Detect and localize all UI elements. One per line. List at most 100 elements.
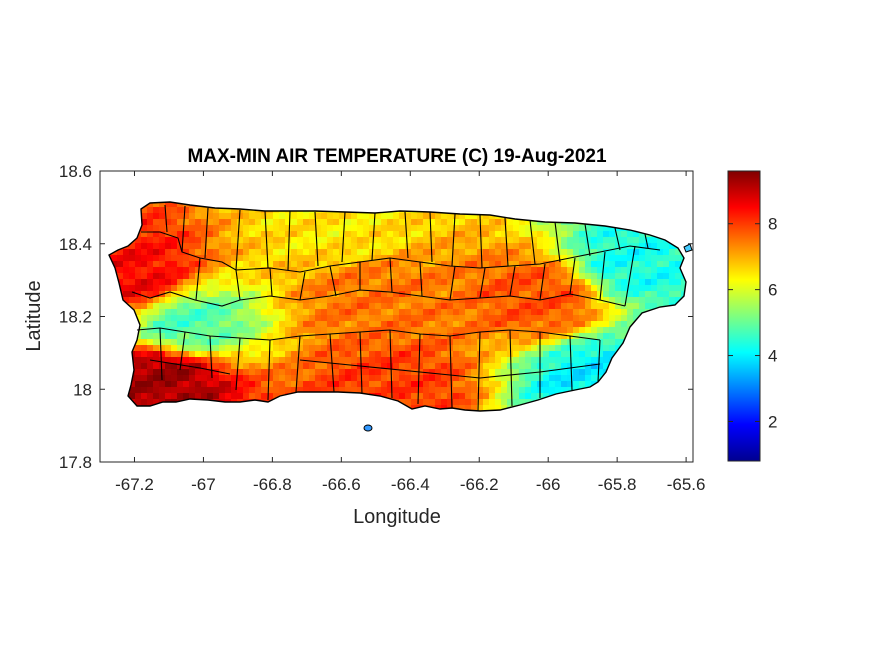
- heat-cell: [675, 297, 682, 304]
- heat-cell: [219, 291, 226, 298]
- heat-cell: [639, 255, 646, 262]
- heat-cell: [321, 243, 328, 250]
- heat-cell: [357, 225, 364, 232]
- heat-cell: [615, 231, 622, 238]
- heat-cell: [177, 261, 184, 268]
- heat-cell: [573, 333, 580, 340]
- heat-cell: [117, 261, 124, 268]
- heat-cell: [387, 285, 394, 292]
- heat-cell: [321, 237, 328, 244]
- heat-cell: [693, 405, 700, 412]
- heat-cell: [615, 303, 622, 310]
- heat-cell: [195, 327, 202, 334]
- heat-cell: [375, 321, 382, 328]
- heat-cell: [537, 279, 544, 286]
- heat-cell: [591, 357, 598, 364]
- heat-cell: [471, 279, 478, 286]
- heat-cell: [183, 387, 190, 394]
- heat-cell: [339, 285, 346, 292]
- heat-cell: [555, 273, 562, 280]
- heat-cell: [543, 357, 550, 364]
- heat-cell: [453, 261, 460, 268]
- heat-cell: [183, 333, 190, 340]
- heat-cell: [291, 213, 298, 220]
- heat-cell: [399, 357, 406, 364]
- heat-cell: [507, 387, 514, 394]
- heat-cell: [483, 357, 490, 364]
- heat-cell: [555, 369, 562, 376]
- heat-cell: [249, 213, 256, 220]
- heat-cell: [303, 363, 310, 370]
- heat-cell: [429, 369, 436, 376]
- heat-cell: [273, 321, 280, 328]
- heat-cell: [519, 237, 526, 244]
- heat-cell: [309, 387, 316, 394]
- heat-cell: [435, 303, 442, 310]
- heat-cell: [393, 363, 400, 370]
- heat-cell: [555, 327, 562, 334]
- heat-cell: [573, 237, 580, 244]
- heat-cell: [561, 291, 568, 298]
- heat-cell: [591, 327, 598, 334]
- heat-cell: [195, 375, 202, 382]
- heat-cell: [147, 315, 154, 322]
- heat-cell: [381, 315, 388, 322]
- heat-cell: [543, 267, 550, 274]
- heat-cell: [543, 243, 550, 250]
- heat-cell: [519, 357, 526, 364]
- heat-cell: [291, 327, 298, 334]
- heat-cell: [303, 249, 310, 256]
- heat-cell: [501, 387, 508, 394]
- heat-cell: [219, 375, 226, 382]
- heat-cell: [591, 291, 598, 298]
- heat-cell: [471, 393, 478, 400]
- heat-cell: [423, 237, 430, 244]
- heat-cell: [483, 291, 490, 298]
- heat-cell: [555, 315, 562, 322]
- heat-cell: [525, 291, 532, 298]
- heat-cell: [393, 345, 400, 352]
- heat-cell: [561, 357, 568, 364]
- heat-cell: [375, 267, 382, 274]
- heat-cell: [393, 339, 400, 346]
- heat-cell: [549, 267, 556, 274]
- heat-cell: [219, 327, 226, 334]
- heat-cell: [273, 243, 280, 250]
- heat-cell: [297, 291, 304, 298]
- heat-cell: [171, 387, 178, 394]
- heat-cell: [267, 225, 274, 232]
- heat-cell: [261, 255, 268, 262]
- heat-cell: [435, 333, 442, 340]
- heat-cell: [651, 279, 658, 286]
- heat-cell: [579, 339, 586, 346]
- heat-cell: [345, 345, 352, 352]
- heat-cell: [141, 357, 148, 364]
- heat-cell: [321, 351, 328, 358]
- municipality-border: [389, 257, 393, 293]
- heat-cell: [591, 297, 598, 304]
- heat-cell: [615, 333, 622, 340]
- heat-cell: [213, 225, 220, 232]
- heat-cell: [279, 291, 286, 298]
- heat-cell: [315, 279, 322, 286]
- heat-cell: [333, 225, 340, 232]
- heat-cell: [549, 351, 556, 358]
- heat-cell: [279, 327, 286, 334]
- heat-cell: [273, 345, 280, 352]
- heat-cell: [345, 351, 352, 358]
- heat-cell: [459, 309, 466, 316]
- heat-cell: [459, 375, 466, 382]
- heat-cell: [135, 369, 142, 376]
- heat-cell: [561, 273, 568, 280]
- heat-cell: [339, 315, 346, 322]
- heat-cell: [423, 315, 430, 322]
- heat-cell: [279, 339, 286, 346]
- heat-cell: [315, 255, 322, 262]
- heat-cell: [663, 285, 670, 292]
- heat-cell: [405, 285, 412, 292]
- heat-cell: [345, 357, 352, 364]
- heat-cell: [315, 387, 322, 394]
- heat-cell: [447, 225, 454, 232]
- heat-cell: [135, 243, 142, 250]
- heat-cell: [537, 285, 544, 292]
